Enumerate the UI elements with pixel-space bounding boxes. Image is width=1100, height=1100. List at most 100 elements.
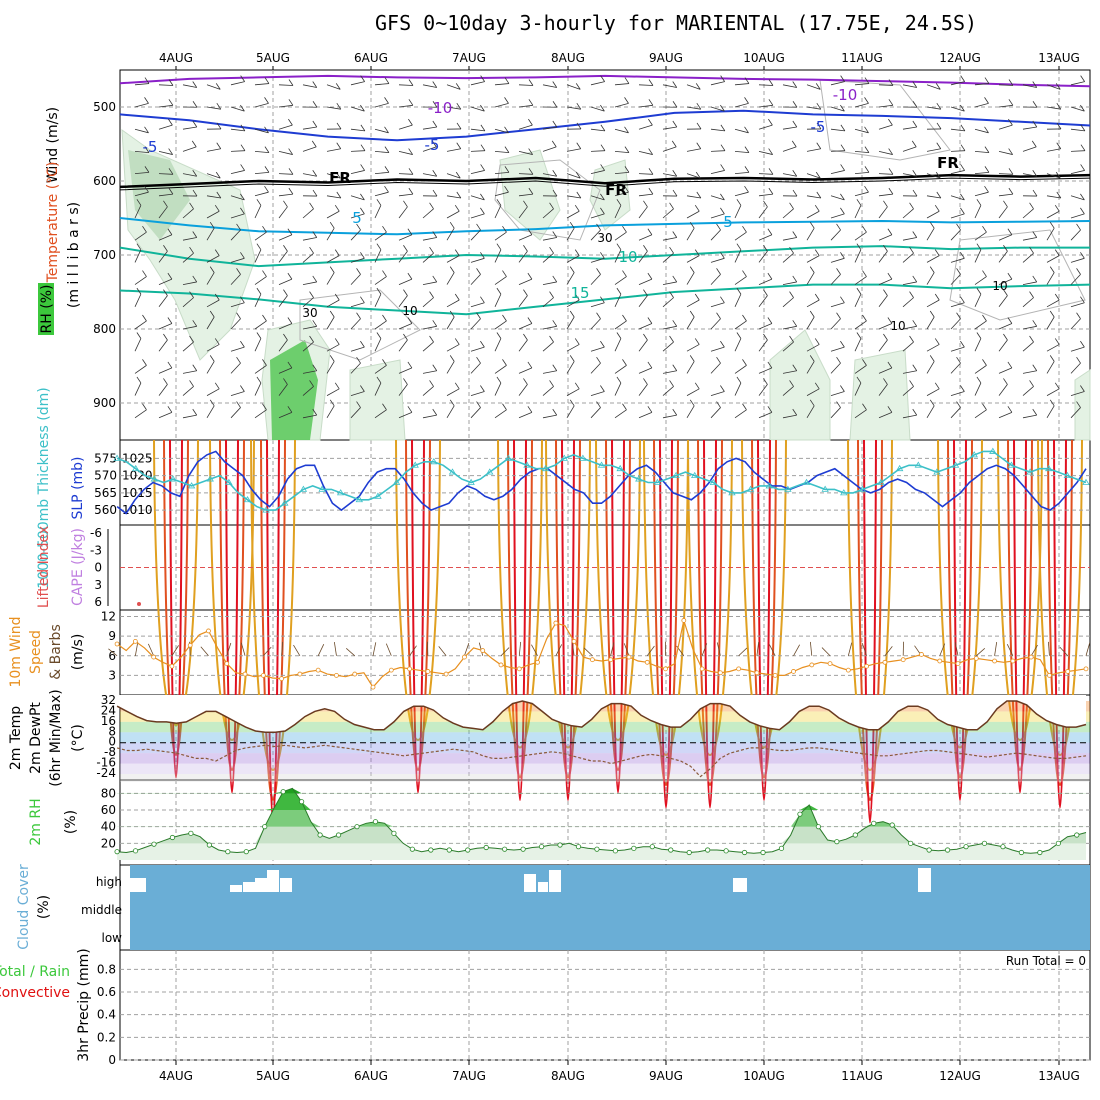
wind-barb-flag bbox=[334, 293, 340, 301]
rh-point bbox=[557, 842, 563, 848]
wind-barb bbox=[974, 276, 987, 285]
wind-barb-flag bbox=[144, 97, 149, 104]
precip-tick-label: 0.8 bbox=[97, 962, 116, 976]
wind-barb-flag bbox=[192, 320, 198, 327]
wind-barb-flag bbox=[356, 268, 361, 275]
wind-speed-point bbox=[260, 672, 266, 678]
wind-barb bbox=[302, 281, 317, 285]
rh-point bbox=[280, 789, 286, 795]
wind-barb bbox=[518, 384, 528, 396]
wind-barb bbox=[662, 126, 677, 130]
thickness-marker bbox=[709, 478, 718, 485]
wind-barb bbox=[422, 386, 434, 396]
bottom-date-label: 12AUG bbox=[939, 1069, 981, 1083]
rh-contour-label: 30 bbox=[302, 306, 317, 320]
wind10m-barb bbox=[200, 646, 209, 657]
wind-barb bbox=[398, 104, 413, 108]
wind-barb-flag bbox=[215, 171, 221, 179]
wind-barb-flag bbox=[574, 204, 580, 212]
wind-barb bbox=[614, 128, 629, 134]
wind-barb-flag bbox=[432, 364, 438, 371]
wind-barb-flag bbox=[569, 310, 575, 318]
wind-barb-flag bbox=[694, 204, 700, 212]
wind10m-barb bbox=[518, 641, 522, 656]
wind-barb-flag bbox=[856, 199, 862, 206]
wind-barb bbox=[662, 252, 674, 263]
rh-legend-swatch bbox=[38, 283, 54, 335]
wind-barb bbox=[374, 409, 387, 419]
wind-barb bbox=[302, 297, 314, 308]
wind-barb-flag bbox=[214, 204, 220, 212]
wind-barb bbox=[422, 173, 437, 177]
wind-barb bbox=[350, 170, 365, 174]
wind-barb-flag bbox=[329, 399, 335, 407]
wind-barb-flag bbox=[809, 266, 815, 273]
wind-barb-flag bbox=[384, 146, 390, 153]
wind-barb bbox=[254, 171, 269, 174]
wind-barb-flag bbox=[192, 364, 198, 371]
wind-barb bbox=[878, 278, 893, 285]
wind-barb-flag bbox=[528, 168, 534, 175]
top-date-label: 9AUG bbox=[649, 51, 683, 65]
thickness-marker bbox=[504, 454, 513, 461]
wind-barb bbox=[518, 193, 533, 197]
wind-barb bbox=[782, 386, 794, 396]
wind-barb-flag bbox=[883, 200, 888, 208]
wind-barb bbox=[134, 338, 142, 352]
thickness-marker bbox=[597, 461, 606, 468]
rh-point bbox=[612, 848, 618, 854]
wind-barb bbox=[1046, 210, 1060, 219]
temp-color-band bbox=[120, 753, 1090, 764]
wind-barb-flag bbox=[192, 101, 198, 108]
thickness-marker bbox=[914, 461, 923, 468]
rh-point bbox=[262, 824, 268, 830]
wind-barb bbox=[134, 293, 142, 307]
wind-barb-flag bbox=[574, 249, 580, 256]
wind-barb bbox=[830, 346, 845, 352]
wind-barb bbox=[758, 367, 773, 374]
wind-barb-flag bbox=[336, 122, 342, 130]
wind-barb-flag bbox=[1032, 408, 1038, 416]
wind-barb bbox=[182, 297, 194, 308]
cloud-gap bbox=[230, 885, 242, 892]
wind-barb-flag bbox=[240, 340, 245, 348]
rh-point bbox=[169, 834, 176, 841]
wind-barb-flag bbox=[575, 171, 581, 179]
wind-barb bbox=[446, 106, 461, 110]
wind-barb bbox=[398, 124, 413, 130]
wind-barb bbox=[782, 281, 797, 285]
wind-barb-flag bbox=[669, 380, 674, 387]
wind-barb-flag bbox=[840, 104, 845, 112]
wind-barb-flag bbox=[742, 314, 747, 322]
wind-barb bbox=[566, 299, 580, 308]
wind-barb bbox=[350, 128, 365, 132]
wind-barb bbox=[926, 255, 940, 263]
wind-barb bbox=[734, 382, 742, 396]
wind-barb bbox=[398, 367, 413, 374]
wind-barb bbox=[278, 250, 288, 263]
wind-speed-point bbox=[151, 654, 157, 660]
wind-barb-flag bbox=[960, 124, 966, 132]
wind-barb-flag bbox=[1080, 164, 1085, 171]
wind-barb bbox=[350, 195, 365, 201]
wind-barb bbox=[974, 205, 982, 219]
wind10m-barb bbox=[738, 647, 748, 657]
wind-barb-flag bbox=[622, 314, 627, 322]
wind-barb bbox=[878, 84, 894, 86]
top-date-label: 12AUG bbox=[939, 51, 981, 65]
wind-barb bbox=[998, 367, 1013, 374]
wind-barb-flag bbox=[240, 75, 245, 82]
wind-barb-flag bbox=[407, 406, 413, 413]
wind-barb bbox=[350, 257, 365, 263]
thickness-marker bbox=[1063, 471, 1072, 478]
temp-tick-label: 24 bbox=[101, 703, 116, 717]
thickness-marker bbox=[951, 461, 960, 468]
wind-barb bbox=[806, 106, 821, 110]
wind-speed-point bbox=[845, 667, 851, 673]
wind-barb bbox=[782, 341, 794, 352]
wind-barb-flag bbox=[144, 77, 150, 84]
wind-barb-flag bbox=[672, 231, 678, 238]
temperature-contour-label: -5 bbox=[143, 138, 158, 156]
wind10m-barb bbox=[861, 643, 867, 656]
hot-temperature-contour bbox=[163, 439, 189, 756]
